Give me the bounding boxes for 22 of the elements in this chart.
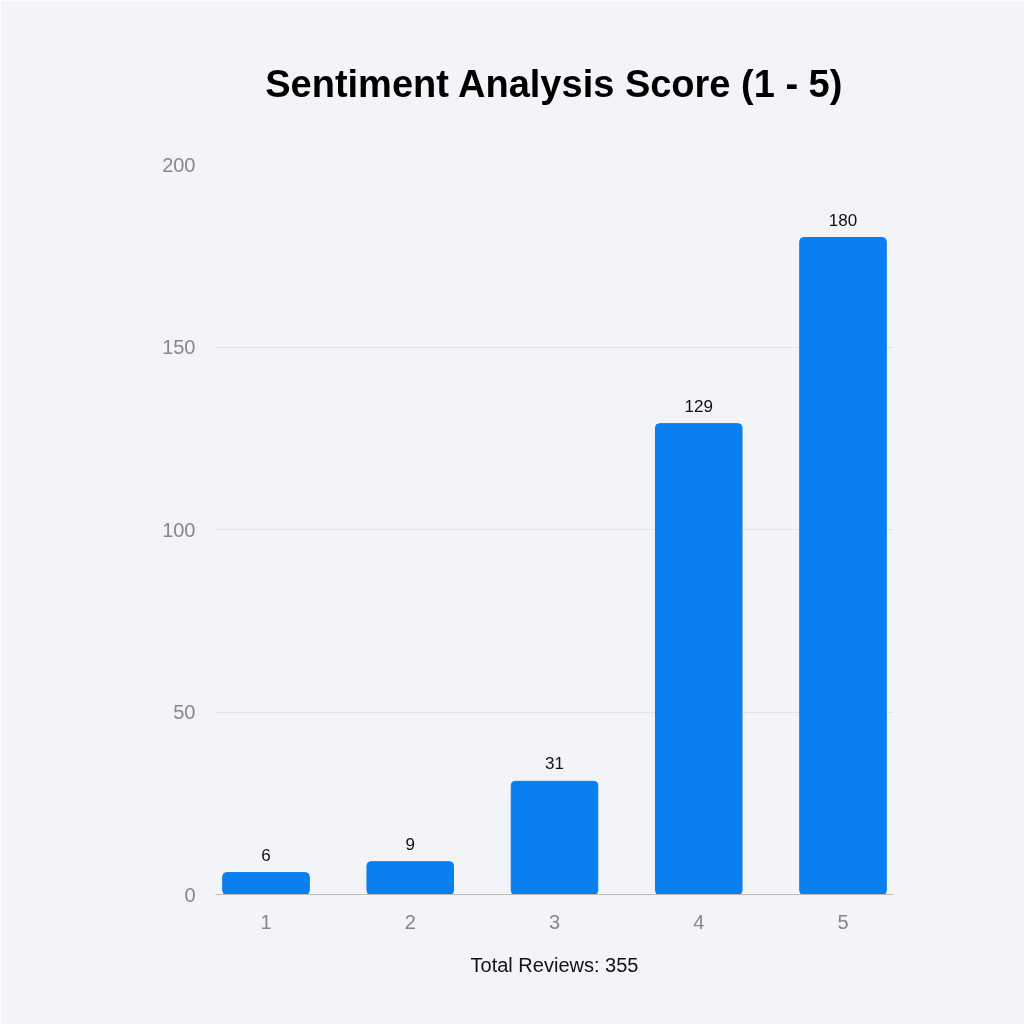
bar [222,872,310,895]
bar [799,237,887,895]
bar [654,423,743,895]
text: Total Reviews: 355 [470,953,639,976]
y-tick-label: 150 [162,336,196,358]
y-tick-label: 50 [173,701,196,723]
x-tick-label: 4 [693,910,705,933]
data-label: 9 [405,834,415,854]
bar [366,861,455,895]
y-tick-label: 0 [184,883,196,906]
bar [510,780,599,895]
x-tick-label: 3 [548,910,561,933]
y-tick-label: 100 [162,518,196,541]
y-tick-label: 200 [162,153,196,176]
chart-title: Sentiment Analysis Score (1 - 5) [265,62,843,105]
x-tick-label: 5 [837,910,849,933]
data-label: 129 [684,396,713,416]
x-tick-label: 2 [404,910,416,933]
x-tick-label: 1 [260,910,272,933]
data-label: 6 [261,845,271,865]
data-label: 31 [545,754,564,774]
data-label: 180 [828,210,858,230]
